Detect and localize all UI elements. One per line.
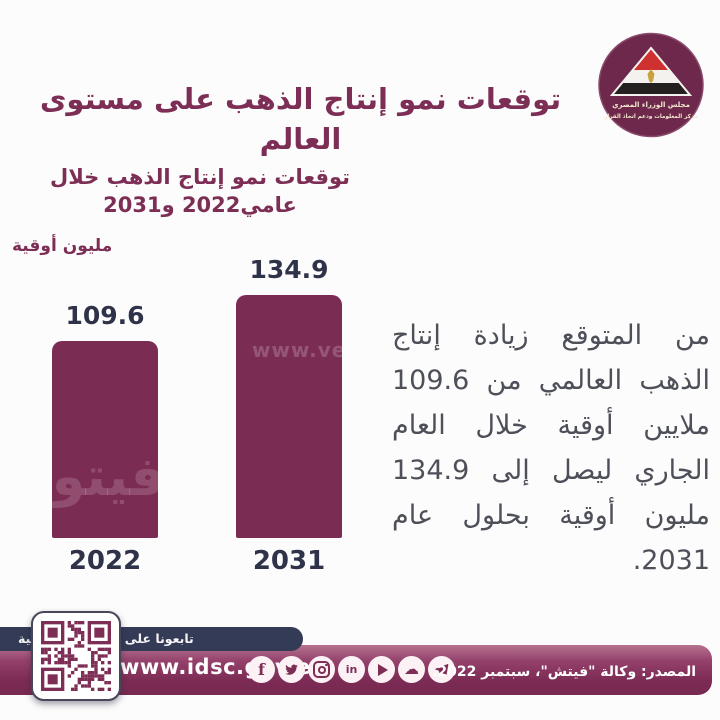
social-icons-row: f in ☁ — [248, 656, 455, 683]
instagram-icon[interactable] — [308, 656, 335, 683]
soundcloud-icon[interactable]: ☁ — [398, 656, 425, 683]
org-logo-line1: مجلس الوزراء المصري — [612, 101, 690, 109]
qr-pattern — [41, 621, 111, 691]
org-logo-line2: مركز المعلومات ودعم اتخاذ القرار — [603, 113, 698, 120]
chart-unit-label: مليون أوقية — [12, 236, 113, 256]
body-paragraph: من المتوقع زيادة إنتاج الذهب العالمي من … — [392, 320, 710, 576]
qr-code — [31, 611, 121, 701]
bar-year-label: 2031 — [252, 546, 326, 576]
telegram-icon[interactable] — [428, 656, 455, 683]
watermark-veto-logo: فيتو — [51, 445, 165, 508]
chart-title: توقعات نمو إنتاج الذهب خلال عامي2022 و20… — [30, 163, 370, 219]
watermark-url: www.ve — [252, 338, 347, 362]
source-label: المصدر: وكالة "فيتش"، سبتمبر 2022. — [432, 664, 696, 680]
page-title: توقعات نمو إنتاج الذهب على مستوى العالم — [39, 82, 562, 157]
chart-title-line2: عامي2022 و2031 — [103, 193, 297, 217]
bar-2031 — [236, 295, 342, 538]
eagle-icon — [647, 69, 655, 83]
facebook-icon[interactable]: f — [248, 656, 275, 683]
youtube-icon[interactable] — [368, 656, 395, 683]
pyramid-outline — [609, 46, 693, 96]
bar-value-label: 109.6 — [65, 301, 145, 330]
linkedin-icon[interactable]: in — [338, 656, 365, 683]
org-logo-emblem: مجلس الوزراء المصري مركز المعلومات ودعم … — [598, 32, 704, 138]
flag-black-band — [612, 83, 690, 95]
bar-2022 — [52, 341, 158, 538]
bar-value-label: 134.9 — [249, 255, 329, 284]
twitter-icon[interactable] — [278, 656, 305, 683]
bar-year-label: 2022 — [68, 546, 142, 576]
org-logo: مجلس الوزراء المصري مركز المعلومات ودعم … — [597, 32, 705, 138]
chart-title-line1: توقعات نمو إنتاج الذهب خلال — [50, 165, 350, 189]
